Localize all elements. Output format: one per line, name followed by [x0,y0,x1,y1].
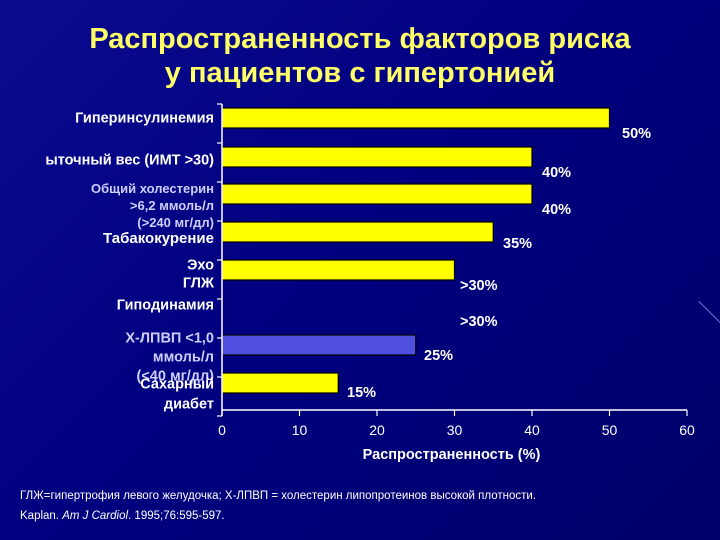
bar-7 [221,334,417,356]
category-label-line: Х-ЛПВП <1,0 [125,331,214,347]
category-label-line: Общий холестерин [91,181,214,196]
x-tick-label: 0 [218,422,226,438]
footnote-line-2: Kaplan. Am J Cardiol. 1995;76:595-597. [20,506,536,526]
category-label-3: Общий холестерин >6,2 ммоль/л (>240 мг/дл) [91,181,214,230]
data-label-1: 50% [622,126,651,142]
bar-1 [221,107,611,129]
footnote: ГЛЖ=гипертрофия левого желудочка; Х-ЛПВП… [20,486,536,526]
footnote-citation: . 1995;76:595-597. [128,510,225,522]
x-axis-title: Распространенность (%) [363,447,541,463]
x-tick-label: 30 [447,422,463,438]
category-label-line: Гиперинсулинемия [75,111,214,127]
data-label-6: >30% [460,314,498,330]
x-tick-label: 10 [292,422,308,438]
category-label-line: ыточный вес (ИМТ >30) [45,153,214,169]
x-tick-label: 20 [369,422,385,438]
data-label-2: 40% [542,165,571,181]
data-label-5: >30% [460,278,498,294]
category-label-line: Эхо [187,258,214,274]
category-label-line: (>240 мг/дл) [137,215,214,230]
footnote-line-1: ГЛЖ=гипертрофия левого желудочка; Х-ЛПВП… [20,490,537,502]
bar-2 [221,146,533,168]
footnote-author: Kaplan. [20,510,60,522]
bar-3 [221,183,533,205]
category-label-4: Табакокурение [103,230,214,247]
data-label-4: 35% [503,236,532,252]
category-label-line: диабет [164,397,214,413]
category-label-line: ГЛЖ [183,276,215,292]
category-label-2: ыточный вес (ИМТ >30) [45,153,214,169]
category-label-line: ммоль/л [153,350,214,366]
x-tick-label: 50 [602,422,618,438]
slide-title: Распространенность факторов риска у паци… [0,22,720,90]
data-label-8: 15% [347,385,376,401]
x-tick-label: 40 [524,422,540,438]
category-label-8: Сахарный диабет [140,377,214,413]
category-label-line: Сахарный [140,377,214,393]
category-label-line: >6,2 ммоль/л [130,198,214,213]
footnote-journal: Am J Cardiol [62,510,129,522]
category-label-5: Эхо ГЛЖ [183,258,215,292]
data-label-7: 25% [424,348,453,364]
category-label-line: (<40 мг/дл) [137,369,215,385]
category-label-line: Табакокурение [103,230,214,247]
category-label-6: Гиподинамия [117,298,214,314]
bar-4 [221,221,494,243]
data-label-3: 40% [542,202,571,218]
category-label-1: Гиперинсулинемия [75,111,214,127]
x-tick-label: 60 [679,422,695,438]
slide-title-line-1: Распространенность факторов риска [89,23,631,55]
category-label-line: Гиподинамия [117,298,214,314]
bar-8 [221,372,339,394]
slide-title-line-2: у пациентов с гипертонией [164,57,556,89]
category-label-7: Х-ЛПВП <1,0 ммоль/л (<40 мг/дл) [125,331,214,385]
bar-5 [221,259,456,281]
